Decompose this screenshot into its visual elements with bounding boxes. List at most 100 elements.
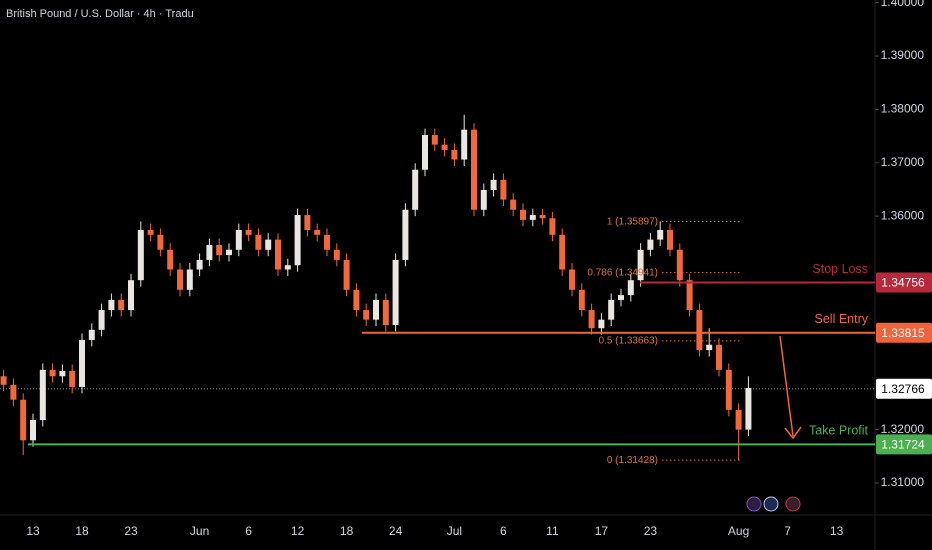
fib-label: 1 (1.35897) <box>607 216 658 227</box>
y-tick-label: 1.32000 <box>881 422 925 436</box>
icon[interactable] <box>746 496 762 512</box>
x-tick-label: 12 <box>291 524 305 538</box>
y-tick-label: 1.37000 <box>881 155 925 169</box>
candle-body <box>363 310 370 320</box>
arrow <box>779 335 794 437</box>
x-tick-label: 24 <box>389 524 403 538</box>
candle-body <box>578 289 585 311</box>
candle-body <box>657 230 664 240</box>
candle-body <box>245 230 252 235</box>
candle-body <box>422 135 428 170</box>
x-tick-label: Jul <box>447 524 462 538</box>
candle-body <box>696 310 703 351</box>
candle-body <box>39 369 46 421</box>
candle-body <box>167 249 174 270</box>
candle-body <box>431 135 438 145</box>
candle-body <box>118 299 125 311</box>
candle-body <box>255 234 262 250</box>
candle-body <box>275 239 281 270</box>
candle-body <box>529 215 536 220</box>
candle-body <box>30 420 36 441</box>
candle-body <box>735 409 742 430</box>
candle-body <box>402 209 409 260</box>
candle-body <box>49 369 56 377</box>
chart-title: British Pound / U.S. Dollar · 4h · Tradu <box>6 8 194 20</box>
x-tick-label: 13 <box>26 524 40 538</box>
candle-body <box>647 239 654 250</box>
x-tick-label: 23 <box>644 524 658 538</box>
level-name: Sell Entry <box>815 312 869 326</box>
last-price-label: 1.32766 <box>881 382 925 396</box>
candle-body <box>196 259 203 270</box>
candle-body <box>324 234 330 250</box>
candle-body <box>627 280 634 296</box>
fib-label: 0 (1.31428) <box>607 455 658 466</box>
candle-body <box>441 144 448 150</box>
candle-body <box>314 230 321 235</box>
candle-body <box>539 215 546 219</box>
candle-body <box>147 230 154 235</box>
candle-body <box>559 234 566 270</box>
candle-body <box>10 384 17 400</box>
candle-body <box>510 199 517 210</box>
candle-body <box>686 280 693 311</box>
x-tick-label: 18 <box>340 524 354 538</box>
level-price-label: 1.33815 <box>881 326 925 340</box>
arrow-head <box>784 426 802 440</box>
candle-body <box>79 339 85 387</box>
x-tick-label: 6 <box>245 524 252 538</box>
fib-label: 0.786 (1.34941) <box>587 267 658 278</box>
candle-body <box>480 189 487 210</box>
candle-body <box>294 215 301 266</box>
candle-body <box>343 259 350 290</box>
x-tick-label: 13 <box>830 524 844 538</box>
candle-body <box>549 218 556 235</box>
candle-body <box>667 230 673 250</box>
level-name: Stop Loss <box>812 262 868 276</box>
candle-body <box>471 129 477 210</box>
candle-body <box>382 299 389 326</box>
candle-body <box>716 344 722 370</box>
level-price-box <box>876 434 932 455</box>
level-price-label: 1.31724 <box>881 438 925 452</box>
level-price-box <box>876 322 932 343</box>
x-tick-label: Jun <box>190 524 209 538</box>
fib-label: 0.5 (1.33663) <box>599 336 659 347</box>
x-tick-label: 11 <box>546 524 559 538</box>
candle-body <box>461 129 468 160</box>
candle-body <box>284 265 291 270</box>
candle-body <box>392 259 399 326</box>
candle-body <box>137 230 144 281</box>
candle-body <box>157 234 164 250</box>
candle-body <box>88 329 95 340</box>
candle-body <box>569 269 575 290</box>
icon[interactable] <box>785 496 801 512</box>
candle-body <box>98 310 105 330</box>
candle-body <box>206 244 213 260</box>
y-tick-label: 1.36000 <box>881 208 925 222</box>
candle-body <box>618 295 624 300</box>
candle-body <box>608 299 615 320</box>
candle-body <box>69 370 76 387</box>
candle-body <box>637 249 644 281</box>
x-tick-label: 7 <box>784 524 791 538</box>
candle-body <box>265 239 272 250</box>
candle-body <box>226 249 232 256</box>
candle-body <box>186 269 193 290</box>
level-price-label: 1.34756 <box>881 276 925 290</box>
level-price-box <box>876 272 932 293</box>
candle-body <box>490 179 497 190</box>
candle-body <box>353 289 360 311</box>
icon[interactable] <box>763 496 779 512</box>
candle-body <box>128 280 134 311</box>
x-tick-label: 23 <box>124 524 138 538</box>
y-tick-label: 1.39000 <box>881 48 925 62</box>
x-tick-label: 17 <box>595 524 609 538</box>
plot: 1.40000 1.39000 1.38000 1.37000 1.36000 1.320… <box>0 0 932 538</box>
candle-body <box>304 215 311 231</box>
candle-body <box>676 249 683 281</box>
x-tick-label: 6 <box>500 524 507 538</box>
candle-body <box>216 244 223 256</box>
